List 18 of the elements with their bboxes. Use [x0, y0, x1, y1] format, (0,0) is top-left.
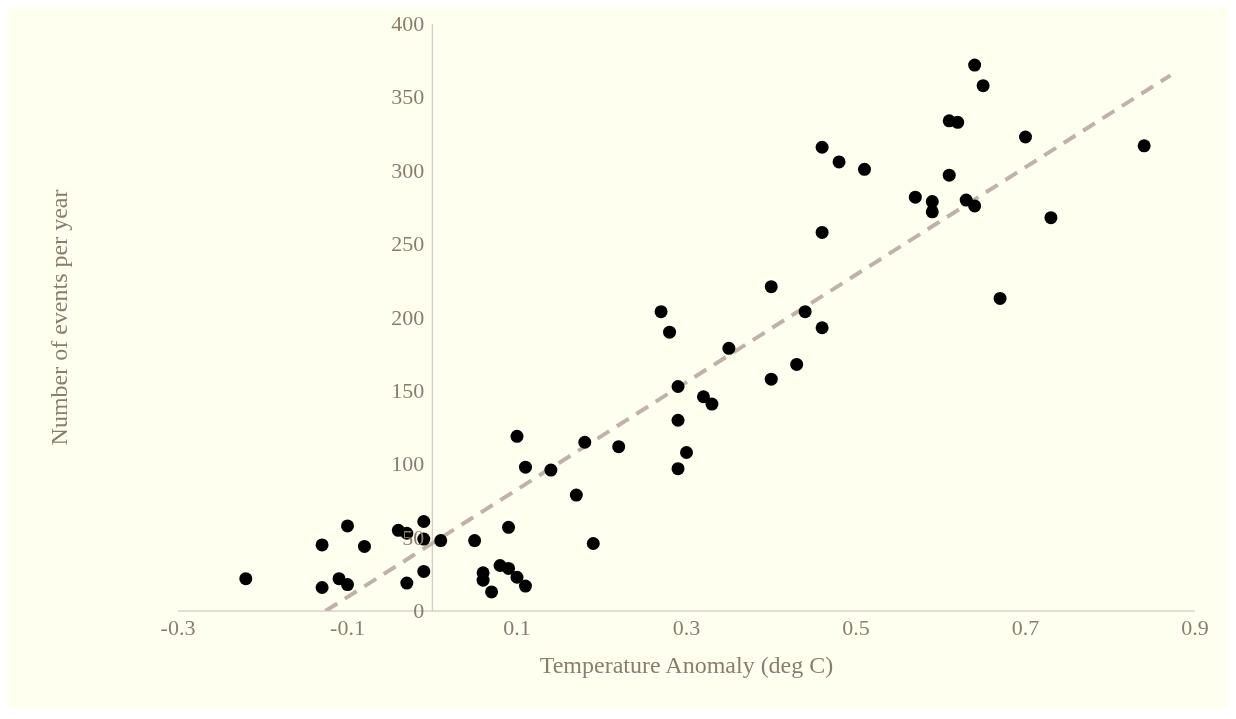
x-tick-label: 0.9 — [1181, 614, 1209, 640]
y-tick-label: 150 — [391, 377, 425, 403]
x-tick-label: -0.3 — [160, 614, 196, 640]
y-tick-label: 0 — [413, 598, 425, 623]
x-axis-title: Temperature Anomaly (deg C) — [539, 652, 834, 678]
x-tick-label: 0.3 — [672, 614, 701, 640]
x-tick-label: 0.1 — [503, 614, 531, 640]
x-tick-label: 0.7 — [1011, 614, 1040, 640]
y-axis-title: Number of events per year — [45, 189, 72, 446]
y-tick-label: 250 — [391, 231, 425, 257]
y-tick-label: 300 — [391, 157, 425, 183]
y-tick-label: 350 — [391, 84, 425, 110]
y-tick-label: 200 — [391, 304, 425, 330]
x-tick-label: 0.5 — [842, 614, 870, 640]
y-tick-label: 50 — [402, 524, 425, 550]
x-tick-label: -0.1 — [330, 614, 365, 640]
y-tick-label: 400 — [391, 11, 425, 36]
y-tick-label: 100 — [391, 451, 425, 477]
